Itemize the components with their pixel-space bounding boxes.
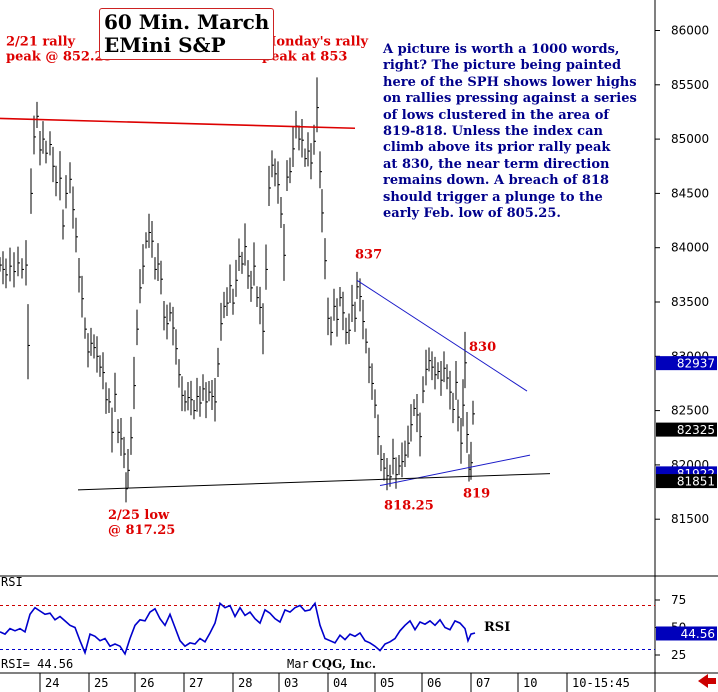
price-tag [656, 474, 717, 489]
rsi-panel-title: RSI [1, 575, 23, 589]
y-tick-label: 86000 [671, 24, 709, 38]
commentary-line: of lows clustered in the area of [383, 107, 609, 123]
x-tick-label: 06 [427, 676, 441, 690]
annotation-text: 2/25 low [108, 508, 170, 523]
y-tick-label: 83500 [671, 295, 709, 309]
annotation-text: peak at 853 [262, 50, 347, 65]
y-tick-label: 85000 [671, 132, 709, 146]
x-tick-label: 03 [284, 676, 298, 690]
rsi-tag [656, 626, 717, 641]
commentary-line: here of the SPH shows lower highs [383, 74, 637, 90]
rsi-tag-label: 44.56 [681, 627, 715, 641]
rsi-status-bg [0, 657, 80, 669]
rsi-status-text: RSI= 44.56 [1, 657, 73, 671]
chart-title-box: 60 Min. March EMini S&P [99, 8, 274, 60]
commentary-line: should trigger a plunge to the [383, 189, 603, 205]
annotation-text: 2/21 rally [6, 35, 76, 50]
left-arrow-icon [698, 674, 716, 688]
rsi-tick-label: 25 [671, 648, 686, 662]
credit-text: CQG, Inc. [312, 657, 376, 671]
trendline-support [77, 473, 551, 491]
commentary-line: on rallies pressing against a series [383, 91, 637, 107]
commentary-line: 819-818. Unless the index can [383, 124, 603, 140]
annotation-text: 819 [463, 486, 490, 501]
commentary-line: at 830, the near term direction [383, 156, 610, 172]
annotation-text: 830 [469, 340, 496, 355]
y-tick-label: 81500 [671, 512, 709, 526]
commentary-line: right? The picture being painted [383, 58, 622, 74]
x-tick-label: 10 [523, 676, 537, 690]
y-tick-label: 84500 [671, 186, 709, 200]
chart-title-line1: 60 Min. March [104, 10, 270, 34]
annotation-text: 818.25 [384, 498, 434, 513]
commentary-line: early Feb. low of 805.25. [383, 206, 561, 222]
annotation-text: @ 817.25 [108, 523, 175, 538]
trendline-rising-bottom [379, 454, 531, 487]
x-tick-label: 05 [380, 676, 394, 690]
price-tag-label: 82937 [677, 357, 715, 371]
x-tick-label: 27 [189, 676, 203, 690]
x-tick-label: 26 [140, 676, 154, 690]
chart-title-line2: EMini S&P [104, 33, 226, 57]
x-month-label: Mar [287, 657, 309, 671]
trendline-resistance [0, 117, 356, 130]
trendline-falling-top [356, 279, 528, 392]
x-tick-label: 24 [45, 676, 59, 690]
commentary-line: climb above its prior rally peak [383, 140, 611, 156]
x-tick-label: 10-15:45 [572, 676, 630, 690]
price-tag-label: 82325 [677, 423, 715, 437]
rsi-tick-label: 75 [671, 593, 686, 607]
y-tick-label: 85500 [671, 78, 709, 92]
x-tick-label: 04 [333, 676, 347, 690]
price-tag [656, 422, 717, 437]
rsi-legend-label: RSI [484, 620, 510, 635]
x-tick-label: 07 [476, 676, 490, 690]
commentary-block: A picture is worth a 1000 words, right? T… [383, 42, 648, 222]
annotation-text: 837 [355, 248, 382, 263]
y-tick-label: 82500 [671, 404, 709, 418]
annotation-text: peak @ 852.25 [6, 50, 113, 65]
x-tick-label: 25 [94, 676, 108, 690]
y-tick-label: 84000 [671, 241, 709, 255]
commentary-line: A picture is worth a 1000 words, [383, 42, 620, 57]
rsi-line [0, 601, 476, 656]
price-tag [656, 356, 717, 371]
annotation-text: Monday's rally [262, 35, 369, 50]
x-tick-label: 28 [238, 676, 252, 690]
price-tag-label: 81851 [677, 475, 715, 489]
commentary-line: remains down. A breach of 818 [383, 173, 610, 189]
